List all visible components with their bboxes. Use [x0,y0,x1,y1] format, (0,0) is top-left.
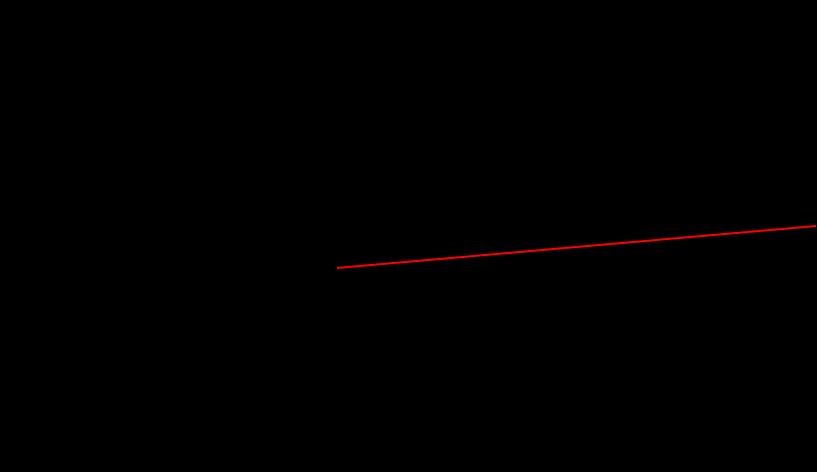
red-line [336,225,817,269]
